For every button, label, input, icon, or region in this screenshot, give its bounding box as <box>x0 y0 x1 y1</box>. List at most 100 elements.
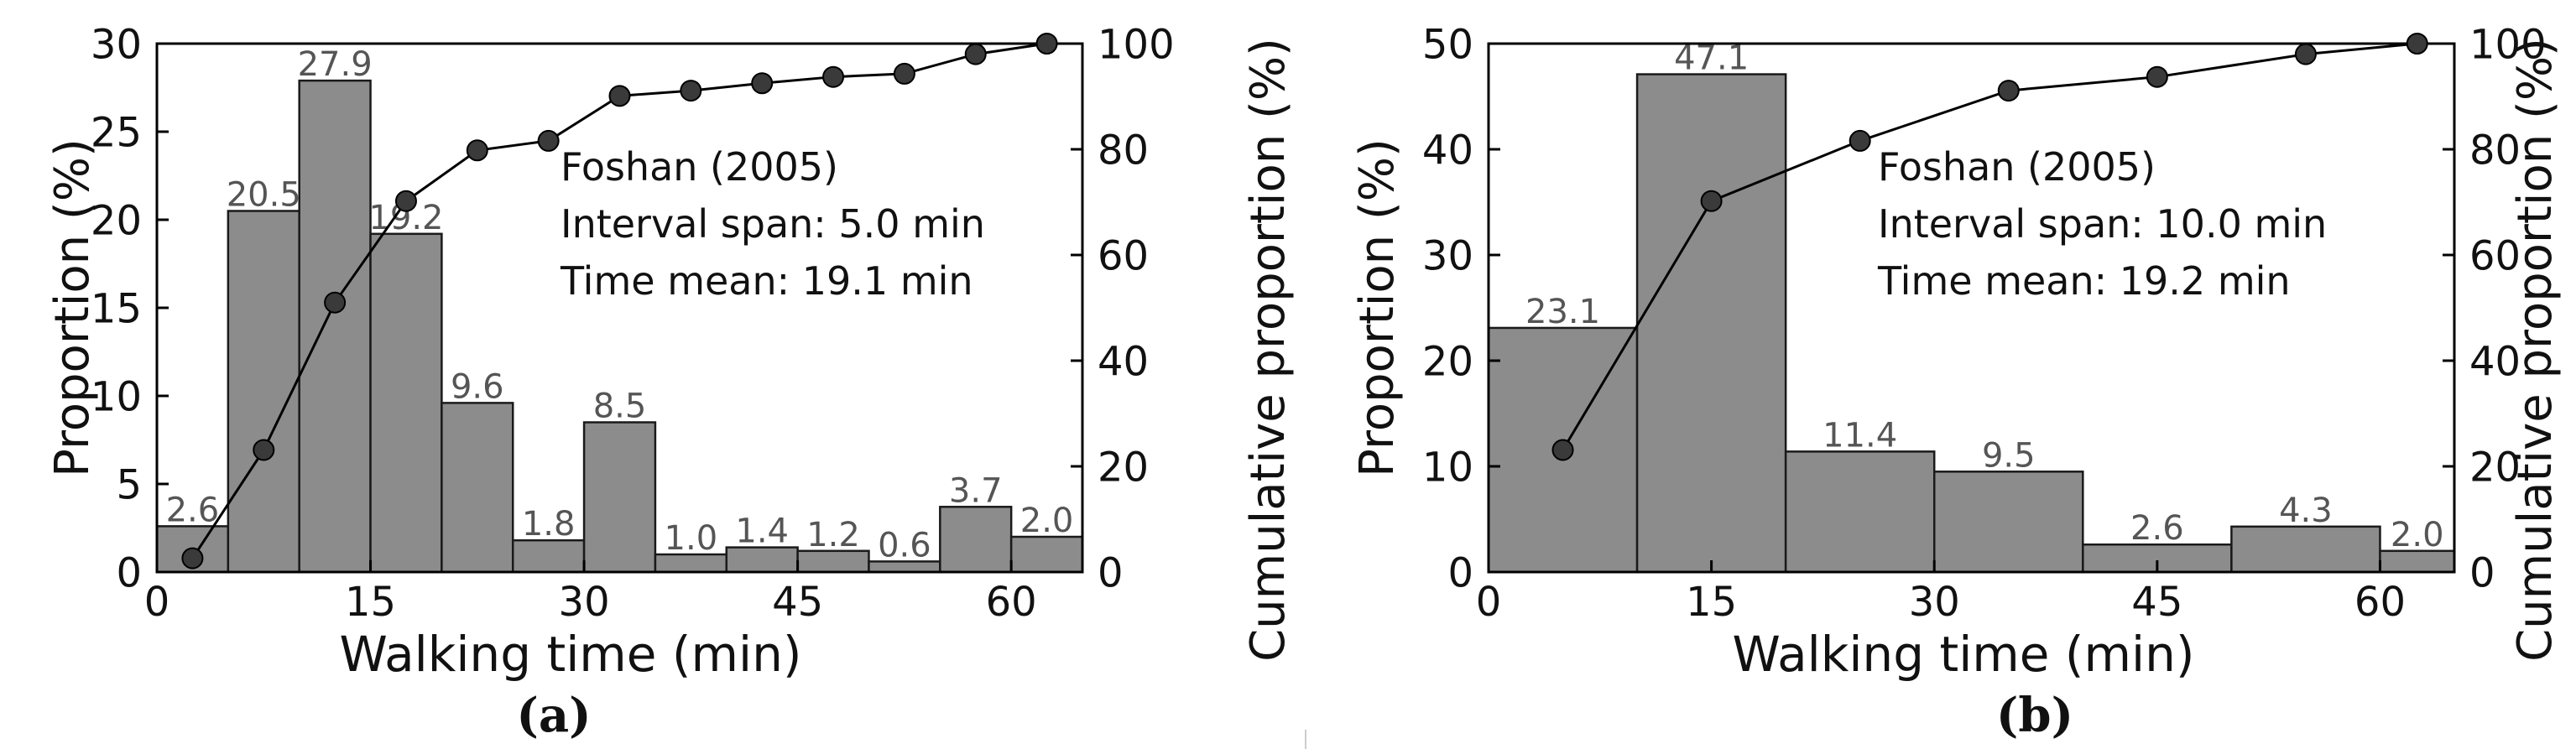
annotation-line-3: Time mean: 19.1 min <box>560 258 973 304</box>
bar <box>582 421 657 574</box>
x-tick-label: 60 <box>2354 579 2406 626</box>
cumulative-point <box>1035 33 1058 55</box>
x-tick-label: 15 <box>345 579 396 626</box>
cumulative-point <box>394 190 417 212</box>
value-labels: 2.620.527.919.29.61.88.51.0 1.4 1.2 0.63.72… <box>166 45 1074 564</box>
annotation-line-2: Interval span: 5.0 min <box>561 201 985 247</box>
bar-value-label: 9.6 <box>451 367 504 406</box>
y-tick-label: 0 <box>116 549 142 596</box>
y-tick-label: 20 <box>1422 338 1473 385</box>
y2-tick-label: 60 <box>2469 232 2521 279</box>
cumulative-point <box>324 291 347 314</box>
y2-tick-label: 40 <box>2469 338 2521 385</box>
y-tick-label: 30 <box>1422 232 1473 279</box>
bar-value-label: 8.5 <box>593 388 647 426</box>
bar <box>1784 450 1936 574</box>
cumulative-point <box>680 80 702 102</box>
bar-value-label: 2.0 <box>1020 502 1074 540</box>
y2-tick-label: 0 <box>2469 549 2495 596</box>
bar <box>1932 471 2084 574</box>
annotation-line-1: Foshan (2005) <box>561 144 838 190</box>
y-tick-label: 10 <box>91 373 142 420</box>
annotation-line-2: Interval span: 10.0 min <box>1878 201 2327 247</box>
bar-value-label: 47.1 <box>1674 39 1749 78</box>
cumulative-point <box>253 439 275 461</box>
x-tick-label: 30 <box>1909 579 1960 626</box>
cumulative-point <box>181 547 204 570</box>
y2-tick-label: 20 <box>1098 444 1149 491</box>
annotation: Foshan (2005) Interval span: 10.0 min Ti… <box>1877 144 2327 304</box>
chart-panel-b: 23.1 47.1 11.4 9.5 2.6 4.3 2.0 0 10 20 30 40 50 0 20… <box>1350 21 2563 743</box>
cumulative-line <box>181 33 1058 570</box>
bar-value-label: 1.8 <box>522 505 576 544</box>
bar <box>369 232 443 574</box>
chart-panel-a: 2.620.527.919.29.61.88.51.0 1.4 1.2 0.63.72… <box>45 21 1296 743</box>
cumulative-point <box>2146 65 2168 88</box>
y2-tick-label: 80 <box>1098 127 1149 174</box>
bar <box>1009 535 1084 574</box>
x-tick-label: 0 <box>1476 579 1502 626</box>
annotation: Foshan (2005) Interval span: 5.0 min Tim… <box>560 144 985 304</box>
y-tick-label: 10 <box>1422 444 1473 491</box>
cumulative-point <box>466 139 488 162</box>
bar-value-label: 20.5 <box>227 176 301 215</box>
bar <box>725 546 799 574</box>
bars <box>155 79 1084 574</box>
bar <box>511 538 586 574</box>
bar <box>227 210 300 574</box>
cumulative-point <box>893 62 915 85</box>
bar-value-label: 0.6 <box>878 526 931 564</box>
cumulative-point <box>537 129 560 152</box>
x-tick-label: 15 <box>1686 579 1737 626</box>
bar-value-label: 23.1 <box>1525 293 1600 331</box>
x-axis: 0 15 30 45 60 <box>144 560 1037 626</box>
bar <box>939 506 1013 574</box>
cumulative-point <box>822 65 845 88</box>
x-axis-title: Walking time (min) <box>339 626 801 683</box>
bar-value-label: 1.0 <box>665 519 718 558</box>
panel-label: (a) <box>516 688 591 743</box>
cumulative-point <box>1849 129 1871 152</box>
y-tick-label: 20 <box>91 197 142 244</box>
y-tick-label: 0 <box>1447 549 1473 596</box>
cumulative-point <box>608 85 631 107</box>
cumulative-point <box>964 43 987 65</box>
y2-axis-title: Cumulative proportion (%) <box>1241 38 1296 662</box>
y-axis-title: Proportion (%) <box>1350 138 1405 477</box>
x-tick-label: 45 <box>772 579 823 626</box>
bar <box>2230 525 2381 574</box>
annotation-line-3: Time mean: 19.2 min <box>1877 258 2291 304</box>
value-labels: 23.1 47.1 11.4 9.5 2.6 4.3 2.0 <box>1525 39 2444 554</box>
y-tick-label: 50 <box>1422 21 1473 68</box>
y-axis-title: Proportion (%) <box>45 138 100 477</box>
y-tick-label: 40 <box>1422 127 1473 174</box>
y-axis-left: 0 10 20 30 40 50 <box>1422 21 1500 596</box>
panel-label: (b) <box>1996 688 2073 743</box>
bar <box>1635 73 1787 574</box>
bar-value-label: 27.9 <box>298 45 373 84</box>
y-tick-label: 30 <box>91 21 142 68</box>
x-axis: 0 15 30 45 60 <box>1476 560 2406 626</box>
bar-value-label: 11.4 <box>1822 416 1897 455</box>
x-tick-label: 60 <box>986 579 1037 626</box>
y2-tick-label: 100 <box>2469 21 2547 68</box>
cumulative-point <box>1700 190 1723 212</box>
y-tick-label: 25 <box>91 109 142 156</box>
bar <box>441 402 514 574</box>
y2-tick-label: 60 <box>1098 232 1149 279</box>
bar-value-label: 2.0 <box>2391 516 2444 554</box>
y-axis-right: 0 20 40 60 80 100 <box>1071 21 1175 596</box>
cumulative-point <box>2406 33 2428 55</box>
y-tick-label: 15 <box>91 285 142 332</box>
x-tick-label: 30 <box>559 579 610 626</box>
bar-value-label: 1.4 <box>735 512 789 551</box>
bar-value-label: 9.5 <box>1982 436 2036 475</box>
bar-value-label: 1.2 <box>806 516 860 554</box>
cumulative-point <box>2294 43 2317 65</box>
cumulative-line <box>1551 33 2428 461</box>
y2-axis-title: Cumulative proportion (%) <box>2508 38 2563 662</box>
bar-value-label: 2.6 <box>166 491 220 529</box>
cumulative-point <box>1551 439 1574 461</box>
y-tick-label: 5 <box>116 461 142 508</box>
